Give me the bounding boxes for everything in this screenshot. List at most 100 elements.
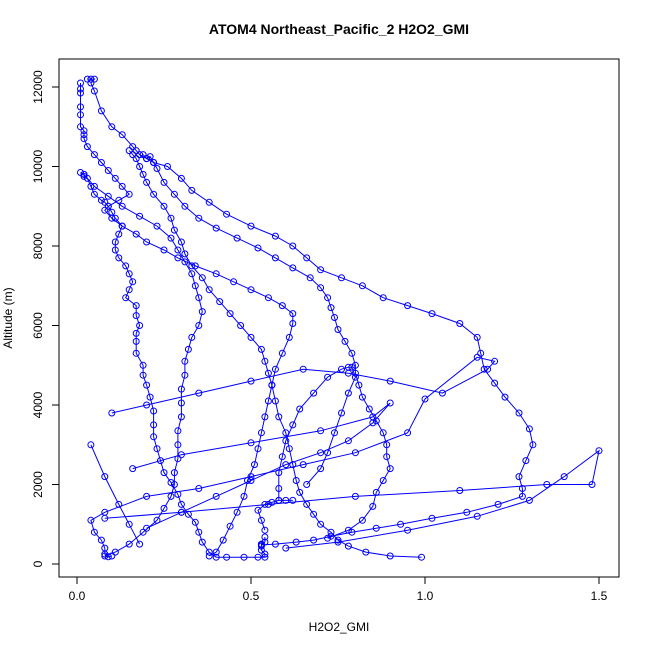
data-point xyxy=(101,206,109,214)
data-point xyxy=(310,389,318,397)
data-point xyxy=(219,536,227,544)
data-point xyxy=(181,357,189,365)
data-point xyxy=(122,262,130,270)
data-point xyxy=(160,504,168,512)
data-point xyxy=(132,302,140,310)
data-point xyxy=(595,447,603,455)
data-point xyxy=(205,552,213,560)
data-point xyxy=(97,536,105,544)
data-point xyxy=(358,516,366,524)
data-point xyxy=(254,506,262,514)
data-point xyxy=(317,465,325,473)
data-point xyxy=(317,449,325,457)
data-point xyxy=(195,214,203,222)
data-point xyxy=(275,469,283,477)
data-point xyxy=(167,234,175,242)
data-point xyxy=(344,363,352,371)
data-point xyxy=(351,361,359,369)
data-point xyxy=(289,461,297,469)
data-point xyxy=(289,242,297,250)
data-point xyxy=(334,538,342,546)
data-point xyxy=(143,524,151,532)
data-point xyxy=(278,453,286,461)
series-line xyxy=(257,499,293,531)
x-tick-label: 1.5 xyxy=(591,589,608,603)
data-point xyxy=(261,553,269,561)
data-point xyxy=(303,500,311,508)
data-point xyxy=(292,538,300,546)
data-point xyxy=(247,333,255,341)
y-tick-label: 12000 xyxy=(31,70,45,104)
data-point xyxy=(223,553,231,561)
data-point xyxy=(271,254,279,262)
x-tick-label: 1.0 xyxy=(417,589,434,603)
data-point xyxy=(404,429,412,437)
data-point xyxy=(379,477,387,484)
data-point xyxy=(83,143,91,151)
data-point xyxy=(136,540,144,548)
data-point xyxy=(230,278,238,286)
data-point xyxy=(188,333,196,341)
data-point xyxy=(515,473,523,481)
data-point xyxy=(254,445,262,453)
data-point xyxy=(233,508,241,516)
x-tick-label: 0.5 xyxy=(243,589,260,603)
data-point xyxy=(456,487,464,494)
data-point xyxy=(494,500,502,508)
data-point xyxy=(386,465,394,473)
data-point xyxy=(167,214,175,222)
data-point xyxy=(386,399,394,407)
data-point xyxy=(404,526,412,534)
data-point xyxy=(167,492,175,500)
data-point xyxy=(338,409,345,417)
data-point xyxy=(261,526,269,534)
data-point xyxy=(223,210,231,218)
data-point xyxy=(306,274,314,282)
data-point xyxy=(125,190,133,198)
data-point xyxy=(108,552,116,560)
data-point xyxy=(115,230,123,238)
data-point xyxy=(80,170,88,178)
data-point xyxy=(191,518,199,526)
data-point xyxy=(150,421,158,429)
data-point xyxy=(174,441,182,449)
data-point xyxy=(177,451,185,459)
data-point xyxy=(132,337,140,345)
data-point xyxy=(77,169,84,176)
data-point xyxy=(254,553,262,561)
data-point xyxy=(261,533,269,541)
data-point xyxy=(428,310,436,318)
data-point xyxy=(271,540,279,548)
data-point xyxy=(383,453,391,461)
data-point xyxy=(101,198,109,206)
data-point xyxy=(87,441,95,449)
data-point xyxy=(177,399,185,407)
data-point xyxy=(334,536,342,544)
y-tick-label: 8000 xyxy=(31,232,45,259)
data-point xyxy=(146,153,154,161)
data-point xyxy=(198,538,206,546)
data-point xyxy=(268,381,276,389)
data-point xyxy=(139,151,147,159)
data-point xyxy=(184,345,192,353)
data-point xyxy=(129,278,137,286)
data-point xyxy=(334,326,342,333)
series-layer xyxy=(77,75,603,561)
data-point xyxy=(90,182,98,190)
data-point xyxy=(177,508,185,516)
data-point xyxy=(251,461,258,469)
data-point xyxy=(101,473,109,481)
data-point xyxy=(143,401,151,409)
data-point xyxy=(303,481,311,488)
chart-title: ATOM4 Northeast_Pacific_2 H2O2_GMI xyxy=(209,21,469,37)
data-point xyxy=(518,492,526,500)
series-line xyxy=(128,150,422,558)
data-point xyxy=(191,282,199,290)
data-point xyxy=(181,202,189,210)
data-point xyxy=(139,170,147,178)
x-axis: 0.0 0.5 1.0 1.5 xyxy=(69,576,608,603)
data-point xyxy=(111,548,119,556)
data-point xyxy=(216,298,224,306)
data-point xyxy=(118,131,126,139)
series-line xyxy=(142,154,391,539)
